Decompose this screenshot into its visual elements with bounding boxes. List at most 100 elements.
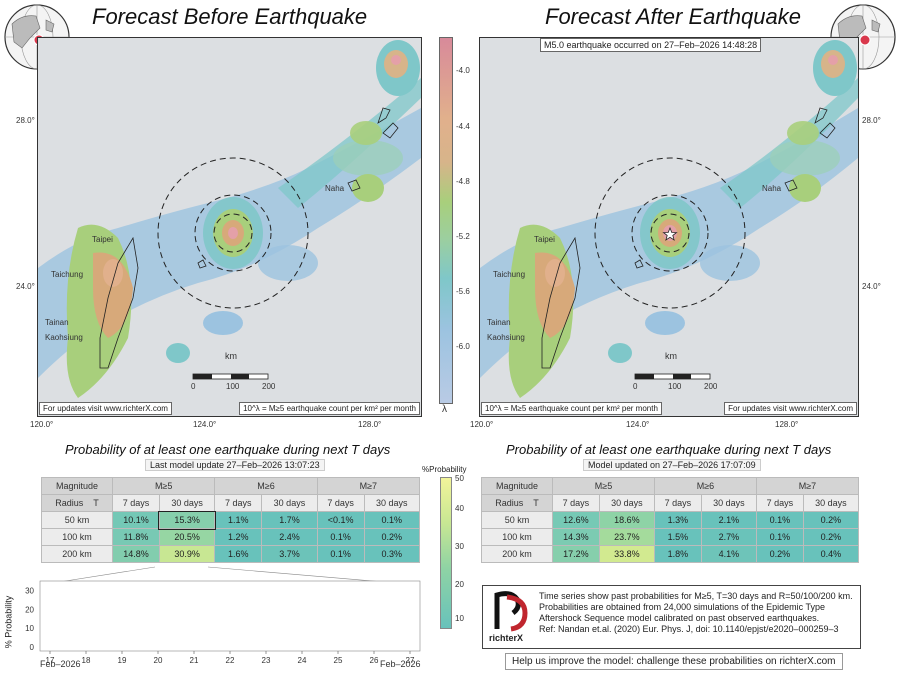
y-tick-label: 20 [25,605,34,614]
lon-tick-120: 120.0° [30,420,54,429]
x-tick-label: 17 [46,656,55,665]
prob-cell: 14.8% [112,545,160,563]
prob-cell: 15.3% [158,510,216,530]
col-magnitude: Magnitude [41,477,113,495]
lon-tick-120-right: 120.0° [470,420,494,429]
prob-cell: 0.4% [802,545,860,563]
prob-cell: 0.1% [316,545,365,563]
radius-cell: 50 km [41,511,113,529]
info-line: Ref: Nandan et.al. (2020) Eur. Phys. J, … [539,624,839,634]
scale-0: 0 [191,382,196,391]
right-map-title: Forecast After Earthquake [545,4,801,29]
prob-cell: 10.1% [112,511,160,529]
left-forecast-map[interactable]: Naha Taipei Taichung Tainan Kaohsiung km… [37,37,422,417]
lat-tick-28-right: 28.0° [862,116,881,125]
prob-cell: 30.9% [158,545,216,563]
left-prob-title: Probability of at least one earthquake d… [65,442,391,457]
prob-cell: 1.5% [653,528,702,546]
prob-cell: 0.1% [755,528,804,546]
cbar-tick-5: -5.6 [456,287,470,296]
cbar-tick-2: -4.4 [456,122,470,131]
scale-100-right: 100 [668,382,682,391]
scale-0-right: 0 [633,382,638,391]
period: 30 days [363,494,421,512]
scale-unit: km [225,351,237,361]
prob-cell: 1.8% [653,545,702,563]
label-taipei-right: Taipei [534,235,555,244]
prob-cell: 1.3% [653,511,702,529]
table-row: 200 km 17.2% 33.8% 1.8% 4.1% 0.2% 0.4% [481,545,860,563]
prob-tick: 50 [455,474,464,483]
prob-cell: 0.1% [755,511,804,529]
lat-tick-24-right: 24.0° [862,282,881,291]
lat-tick-24: 24.0° [16,282,35,291]
col-t: T [533,498,539,508]
prob-cell: 0.2% [755,545,804,563]
radius-cell: 200 km [41,545,113,563]
cbar-tick-6: -6.0 [456,342,470,351]
x-tick-label: 22 [226,656,235,665]
logo-text: richterX [489,633,524,643]
chart-frame [39,580,421,652]
prob-colorbar-title: %Probability [422,465,467,474]
prob-cell: 20.5% [158,528,216,546]
left-map-title: Forecast Before Earthquake [92,4,368,29]
prob-tick: 30 [455,542,464,551]
richterx-logo-icon [491,589,531,633]
prob-cell: 12.6% [552,511,600,529]
period: 30 days [158,494,216,512]
table-row: 50 km 10.1% 15.3% 1.1% 1.7% <0.1% 0.1% [41,510,421,530]
col-t: T [93,498,99,508]
lon-tick-124: 124.0° [193,420,217,429]
right-prob-title: Probability of at least one earthquake d… [506,442,832,457]
period: 7 days [112,494,160,512]
chart-ylabel: % Probability [3,595,14,649]
prob-cell: 1.6% [214,545,263,563]
info-line: Probabilities are obtained from 24,000 s… [539,602,825,612]
scale-200: 200 [262,382,276,391]
prob-cell: 0.1% [363,511,421,529]
prob-cell: 33.8% [598,545,655,563]
chart-xlabel-right: Feb–2026 [380,659,421,669]
cbar-tick-3: -4.8 [456,177,470,186]
left-footer-url[interactable]: For updates visit www.richterX.com [39,402,172,415]
x-tick-label: 21 [190,656,199,665]
left-footer-units: 10^λ = M≥5 earthquake count per km² per … [239,402,420,415]
table-row: 100 km 14.3% 23.7% 1.5% 2.7% 0.1% 0.2% [481,528,860,546]
x-tick-label: 19 [118,656,127,665]
prob-tick: 40 [455,504,464,513]
right-forecast-map[interactable]: M5.0 earthquake occurred on 27–Feb–2026 … [479,37,859,417]
right-footer-units: 10^λ = M≥5 earthquake count per km² per … [481,402,662,415]
y-tick-label: 0 [30,643,35,652]
mag-m6: M≥6 [653,477,757,495]
label-taichung-right: Taichung [493,270,526,279]
label-naha: Naha [325,184,345,193]
lon-tick-128: 128.0° [358,420,382,429]
table-row: 50 km 12.6% 18.6% 1.3% 2.1% 0.1% 0.2% [481,511,860,529]
period: 30 days [598,494,655,512]
cbar-tick-4: -5.2 [456,232,470,241]
y-tick-label: 10 [25,624,34,633]
cbar-tick-1: -4.0 [456,66,470,75]
right-footer-url[interactable]: For updates visit www.richterX.com [724,402,857,415]
chart-xlabel-left: Feb–2026 [40,659,81,669]
mag-m6: M≥6 [214,477,318,495]
mag-m7: M≥7 [755,477,860,495]
x-tick-label: 24 [298,656,307,665]
radius-cell: 200 km [481,545,553,563]
radius-cell: 100 km [41,528,113,546]
radius-cell: 100 km [481,528,553,546]
label-kaohsiung: Kaohsiung [45,333,83,342]
label-tainan-right: Tainan [487,318,511,327]
period: 7 days [552,494,600,512]
scale-100: 100 [226,382,240,391]
label-tainan: Tainan [45,318,69,327]
prob-cell: 0.2% [363,528,421,546]
prob-cell: 23.7% [598,528,655,546]
x-tick-label: 25 [334,656,343,665]
help-link[interactable]: Help us improve the model: challenge the… [505,653,843,670]
info-text: Time series show past probabilities for … [539,591,853,635]
prob-cell: 1.2% [214,528,263,546]
period: 7 days [653,494,702,512]
prob-cell: 14.3% [552,528,600,546]
